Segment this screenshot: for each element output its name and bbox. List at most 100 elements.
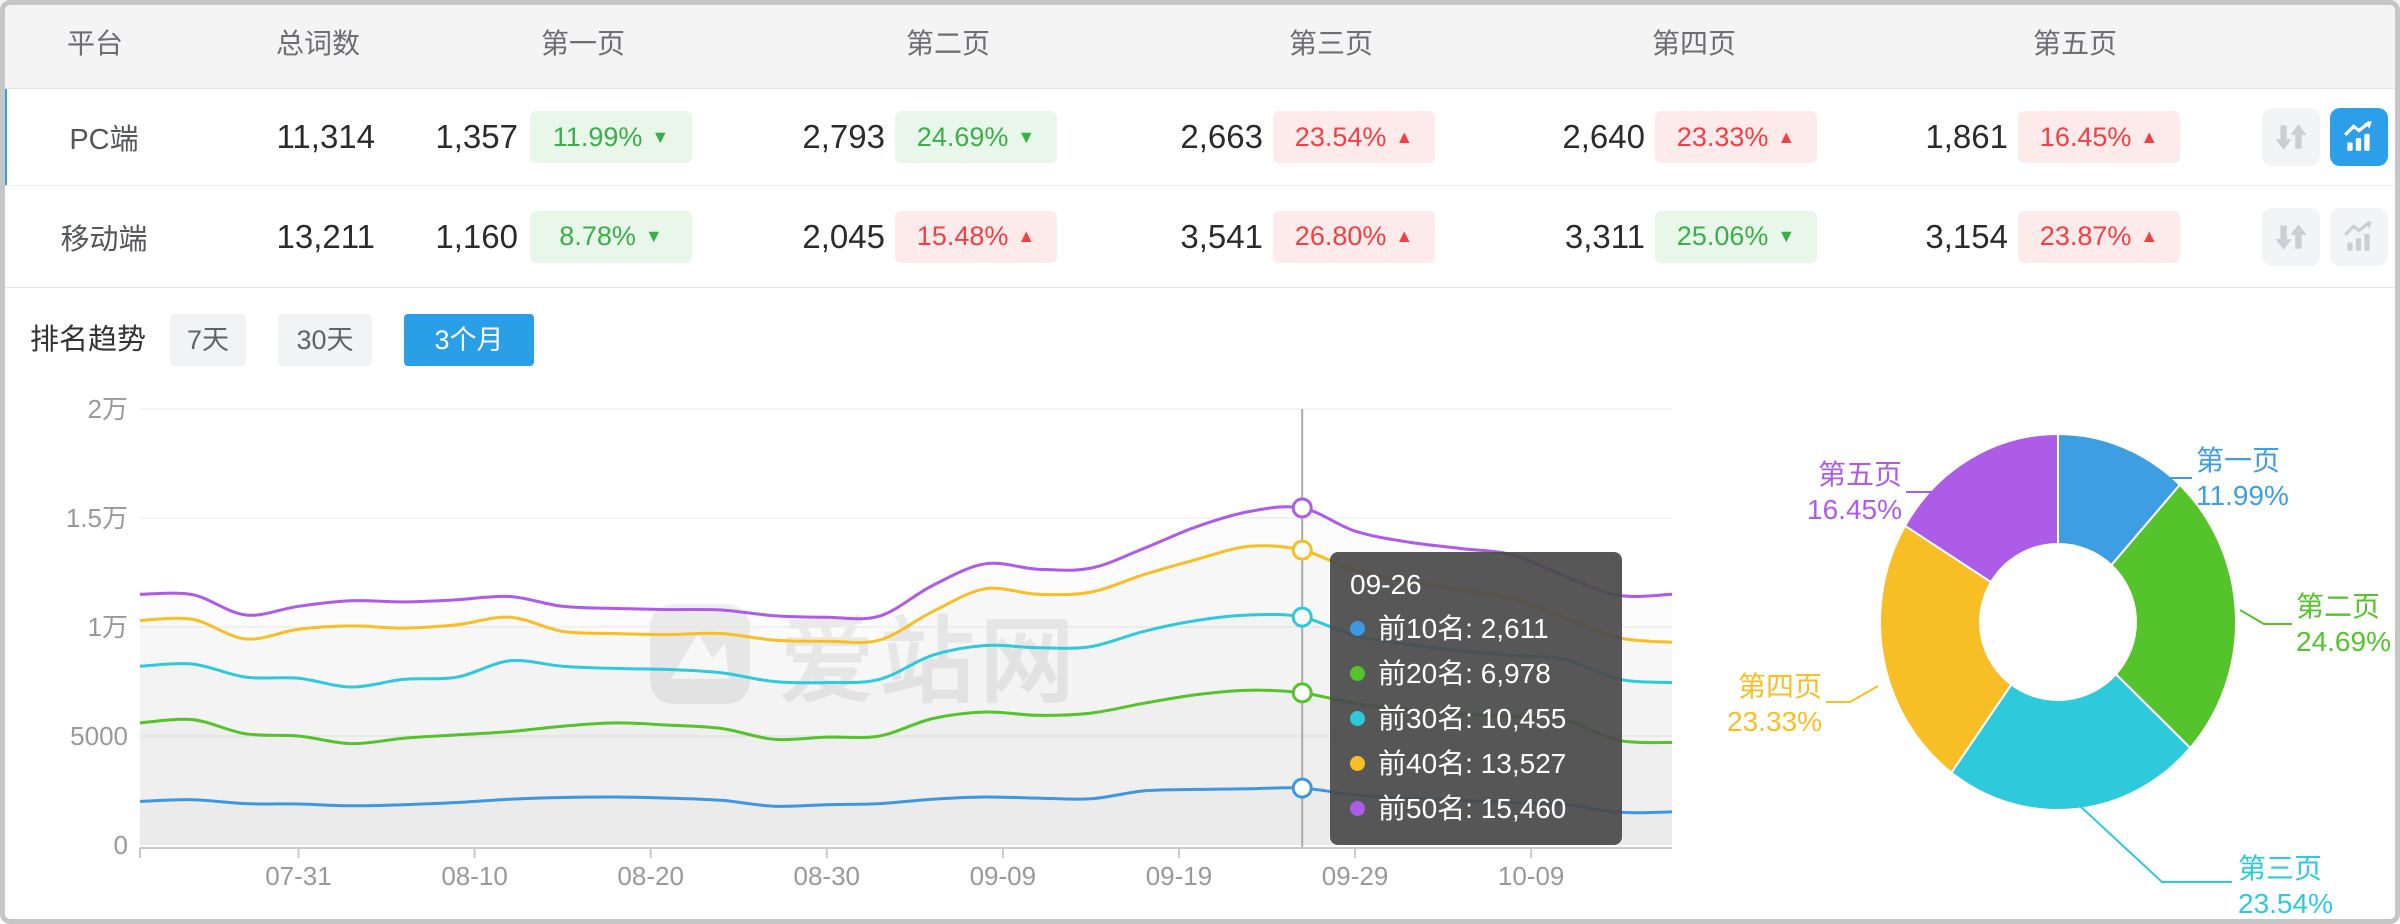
col-page2: 第二页 — [905, 28, 990, 59]
trend-line-前50名 — [139, 505, 1673, 621]
page2-change-badge: 24.69% ▼ — [895, 111, 1057, 163]
page5-count: 1,861 — [1925, 118, 2008, 155]
col-total: 总词数 — [275, 28, 360, 59]
donut-label-第五页: 第五页 16.45% — [1807, 459, 1902, 525]
col-page1: 第一页 — [540, 28, 625, 59]
chart-icon — [2344, 220, 2372, 251]
change-pct: 11.99% — [552, 121, 643, 152]
marker-point — [1291, 606, 1313, 628]
y-axis-label: 2万 — [87, 394, 128, 424]
x-axis-label: 08-20 — [617, 861, 684, 891]
watermark-logo-icon — [650, 604, 750, 704]
page5-count: 3,154 — [1925, 217, 2008, 255]
col-page5: 第五页 — [2032, 28, 2117, 59]
y-axis-label: 1万 — [87, 612, 128, 642]
tooltip-date: 09-26 — [1350, 569, 1422, 600]
page5-change-badge: 16.45% ▲ — [2018, 111, 2180, 163]
trend-section-title: 排名趋势 — [30, 324, 147, 356]
page3-change-badge: 23.54% ▲ — [1273, 111, 1435, 163]
tooltip-row: 前40名: 13,527 — [1350, 741, 1602, 786]
page2-change-badge: 15.48% ▲ — [895, 210, 1057, 263]
page3-change-badge: 26.80% ▲ — [1273, 210, 1435, 263]
page4-count: 2,640 — [1562, 118, 1645, 155]
tab-7days[interactable]: 7天 — [170, 314, 246, 366]
tooltip-row: 前20名: 6,978 — [1350, 651, 1602, 696]
donut-slice-第四页[interactable] — [1879, 524, 2013, 775]
donut-label-第一页: 第一页 11.99% — [2196, 445, 2289, 511]
change-pct: 25.06% — [1676, 221, 1769, 251]
active-row-indicator — [0, 89, 7, 185]
chart-toggle-button[interactable] — [2330, 207, 2388, 266]
table-row-pc[interactable]: PC端 11,314 1,357 11.99% ▼ 2,793 24.69% ▼ 2… — [0, 89, 2400, 186]
donut-label-第三页: 第三页 23.54% — [2238, 853, 2333, 919]
chart-toggle-button[interactable] — [2330, 108, 2388, 166]
tab-3months[interactable]: 3个月 — [404, 314, 534, 366]
x-axis-label: 10-09 — [1497, 861, 1565, 891]
donut-slice-第三页[interactable] — [1950, 672, 2192, 812]
trend-arrow-icon: ▲ — [1395, 226, 1414, 246]
change-pct: 26.80% — [1294, 221, 1387, 251]
x-axis-label: 09-09 — [969, 861, 1037, 891]
page2-count: 2,045 — [802, 217, 885, 255]
change-pct: 23.33% — [1676, 121, 1769, 152]
donut-slice-第一页[interactable] — [2057, 432, 2182, 567]
page1-count: 1,357 — [435, 118, 518, 155]
donut-label-line — [1906, 491, 1963, 523]
donut-slice-第五页[interactable] — [1903, 432, 2059, 584]
donut-label-line — [2079, 805, 2232, 883]
total-words: 13,211 — [276, 217, 375, 255]
chart-tooltip: 09-26 前10名: 2,611 前20名: 6,978 前30名: 10,455 前… — [1330, 552, 1622, 845]
trend-arrow-icon: ▲ — [1395, 126, 1414, 147]
x-axis-label: 08-30 — [793, 861, 861, 891]
donut-label-line — [2239, 609, 2292, 625]
trend-arrow-icon: ▼ — [1017, 126, 1036, 147]
tooltip-value: 前50名: 15,460 — [1378, 793, 1567, 824]
tooltip-row: 前30名: 10,455 — [1350, 696, 1602, 741]
tooltip-row: 前50名: 15,460 — [1350, 786, 1602, 831]
change-pct: 23.87% — [2039, 221, 2132, 251]
page1-change-badge: 11.99% ▼ — [530, 111, 692, 163]
page3-count: 3,541 — [1180, 217, 1263, 255]
trend-arrow-icon: ▼ — [1777, 226, 1796, 246]
y-axis-label: 0 — [113, 830, 128, 860]
page1-change-badge: 8.78% ▼ — [530, 210, 692, 263]
page4-change-badge: 25.06% ▼ — [1655, 210, 1817, 263]
series-dot-icon — [1350, 666, 1365, 681]
tab-30days[interactable]: 30天 — [278, 314, 372, 366]
marker-point — [1291, 497, 1313, 519]
trend-arrow-icon: ▼ — [651, 126, 670, 147]
tooltip-row: 前10名: 2,611 — [1350, 606, 1602, 651]
x-axis-label: 08-10 — [441, 861, 508, 891]
table-row-mobile[interactable]: 移动端 13,211 1,160 8.78% ▼ 2,045 15.48% ▲ 3,… — [0, 186, 2400, 288]
platform-name: 移动端 — [60, 223, 148, 256]
col-page4: 第四页 — [1651, 28, 1736, 59]
series-dot-icon — [1350, 621, 1365, 636]
tooltip-value: 前30名: 10,455 — [1378, 703, 1567, 734]
donut-slice-第二页[interactable] — [2110, 483, 2237, 750]
trend-arrow-icon: ▲ — [1017, 226, 1036, 246]
table-header: 平台 总词数 第一页 第二页 第三页 第四页 第五页 — [0, 0, 2400, 89]
y-axis-label: 1.5万 — [65, 503, 128, 533]
col-platform: 平台 — [66, 28, 123, 59]
donut-label-line — [2119, 477, 2192, 513]
series-dot-icon — [1350, 801, 1365, 816]
page5-change-badge: 23.87% ▲ — [2018, 210, 2180, 263]
platform-name: PC端 — [69, 124, 139, 156]
page2-count: 2,793 — [802, 118, 885, 155]
series-dot-icon — [1350, 711, 1365, 726]
y-axis-label: 5000 — [70, 721, 128, 751]
change-pct: 16.45% — [2039, 121, 2132, 152]
donut-label-第二页: 第二页 24.69% — [2296, 591, 2391, 657]
sort-button[interactable] — [2262, 207, 2320, 266]
change-pct: 15.48% — [916, 221, 1009, 251]
page4-count: 3,311 — [1564, 217, 1645, 255]
change-pct: 23.54% — [1294, 121, 1387, 152]
sort-arrows-icon — [2275, 223, 2307, 250]
series-dot-icon — [1350, 756, 1365, 771]
total-words: 11,314 — [276, 118, 375, 155]
trend-arrow-icon: ▲ — [1777, 126, 1796, 147]
x-axis-label: 09-29 — [1321, 861, 1389, 891]
page1-count: 1,160 — [435, 217, 518, 255]
change-pct: 8.78% — [559, 221, 636, 251]
sort-button[interactable] — [2262, 108, 2320, 166]
